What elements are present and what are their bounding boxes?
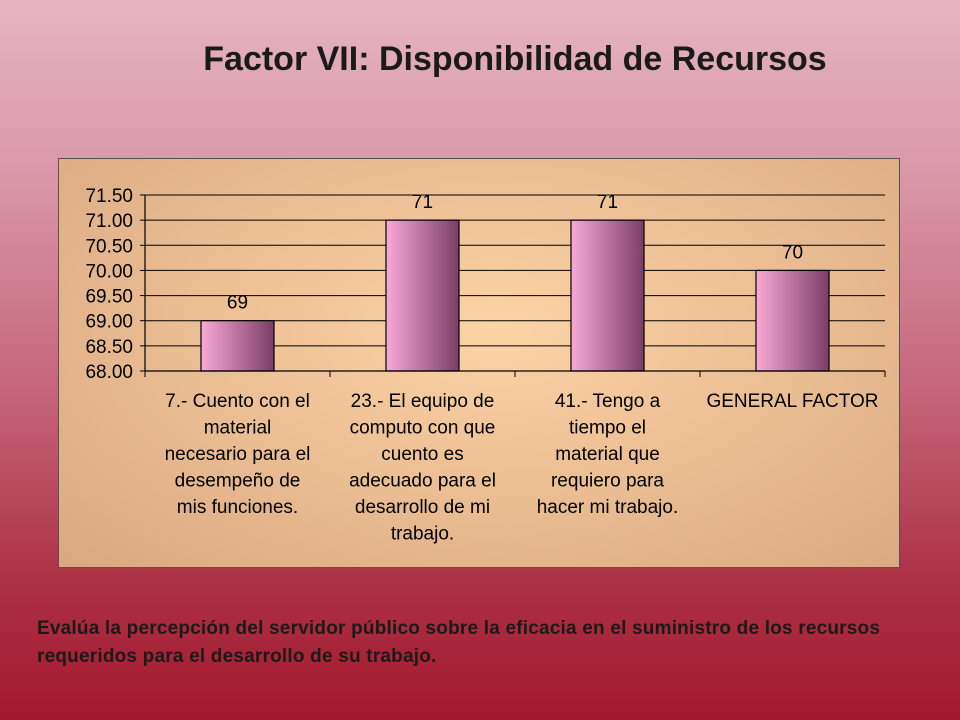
x-tick-label-line: hacer mi trabajo. (537, 497, 679, 518)
y-tick-label: 70.00 (85, 261, 133, 282)
data-label: 69 (227, 293, 248, 314)
y-tick-label: 70.50 (85, 236, 133, 257)
x-tick-label: 7.- Cuento con el material necesario para … (165, 391, 311, 518)
x-tick-label-line: adecuado para el (349, 471, 496, 492)
chart-panel: 68.00 68.50 69.00 69.50 70.00 70.50 71.00 71.50… (58, 158, 900, 568)
x-tick-label-line: necesario para el (165, 444, 311, 465)
x-tick-label-line: material (204, 418, 272, 439)
x-tick-label: 41.- Tengo a tiempo el material que requier… (537, 391, 679, 518)
data-label: 70 (782, 242, 803, 263)
y-tick-label: 69.50 (85, 287, 133, 308)
x-tick-label-line: requiero para (551, 471, 664, 492)
x-tick-label-line: cuento es (381, 444, 463, 465)
x-tick-label-line: 7.- Cuento con el (165, 391, 310, 412)
y-tick-label: 69.00 (85, 312, 133, 333)
data-label: 71 (597, 192, 618, 213)
x-tick-label-line: trabajo. (391, 524, 454, 545)
y-tick-label: 68.50 (85, 337, 133, 358)
x-tick-label-line: computo con que (350, 418, 496, 439)
x-tick-label-line: 41.- Tengo a (555, 391, 661, 412)
bar (755, 269, 830, 372)
x-tick-label-line: 23.- El equipo de (351, 391, 495, 412)
y-tick-label: 71.00 (85, 211, 133, 232)
x-tick-label-line: mis funciones. (177, 497, 298, 518)
bar-chart: 68.00 68.50 69.00 69.50 70.00 70.50 71.00 71.50… (85, 186, 886, 545)
bar (200, 320, 275, 372)
x-tick-label-line: desarrollo de mi (355, 497, 490, 518)
slide-title: Factor VII: Disponibilidad de Recursos (203, 40, 827, 78)
slide-caption: Evalúa la percepción del servidor públic… (37, 618, 881, 667)
x-tick-label: GENERAL FACTOR (706, 391, 878, 412)
labels: 68.00 68.50 69.00 69.50 70.00 70.50 71.00 71.50… (85, 186, 878, 545)
axes (140, 194, 886, 377)
x-tick-label-line: GENERAL FACTOR (706, 391, 878, 412)
x-tick-label-line: desempeño de (175, 471, 301, 492)
x-tick-label: 23.- El equipo de computo con que cuento e… (349, 391, 496, 545)
bar (570, 219, 645, 372)
bar (385, 219, 460, 372)
y-tick-label: 71.50 (85, 186, 133, 207)
y-tick-label: 68.00 (85, 362, 133, 383)
data-label: 71 (412, 192, 433, 213)
x-tick-label-line: tiempo el (569, 418, 646, 439)
x-tick-label-line: material que (555, 444, 660, 465)
bars (200, 219, 830, 372)
